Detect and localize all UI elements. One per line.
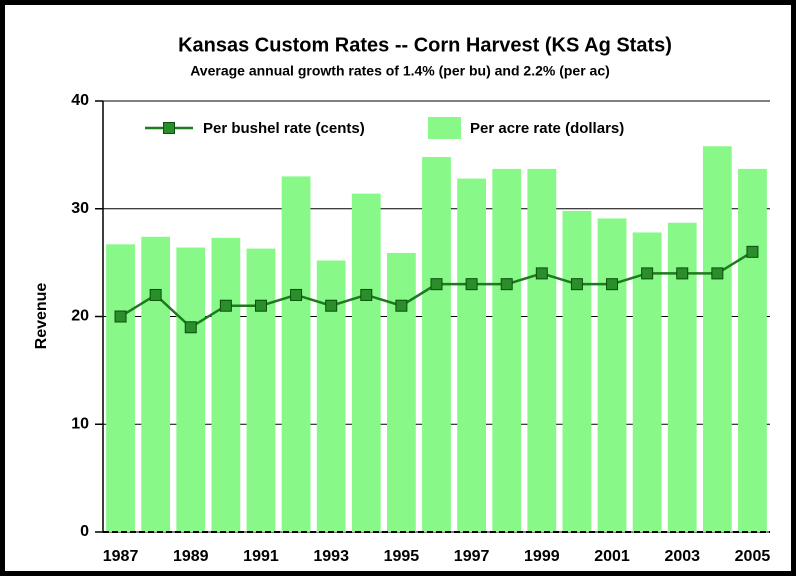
line-marker <box>676 267 689 280</box>
bar <box>738 168 767 532</box>
bar <box>351 193 381 533</box>
x-tick-label: 1997 <box>454 548 490 565</box>
legend-label: Per acre rate (dollars) <box>470 120 624 137</box>
line-marker <box>290 288 303 301</box>
x-tick-label: 2005 <box>735 548 771 565</box>
line-marker <box>184 321 197 334</box>
line-marker <box>641 267 654 280</box>
y-tick-label: 30 <box>71 200 89 217</box>
line-marker <box>465 278 478 291</box>
x-tick-label: 1989 <box>173 548 209 565</box>
line-marker <box>360 288 373 301</box>
legend-swatch <box>428 117 461 139</box>
bar <box>527 168 557 532</box>
bar <box>246 248 276 532</box>
line-marker <box>746 245 759 258</box>
x-tick-label: 1999 <box>524 548 560 565</box>
x-tick-label: 2001 <box>594 548 630 565</box>
bar <box>492 168 522 532</box>
bar <box>632 232 662 532</box>
line-marker <box>395 299 408 312</box>
y-axis-label: Revenue <box>33 283 50 350</box>
line-marker <box>219 299 232 312</box>
bar <box>597 218 627 532</box>
x-tick-label: 2003 <box>664 548 700 565</box>
x-tick-label: 1995 <box>384 548 420 565</box>
line-marker <box>570 278 583 291</box>
line-marker <box>149 288 162 301</box>
y-tick-label: 40 <box>71 92 89 109</box>
bar <box>281 176 311 533</box>
line-marker <box>114 310 127 323</box>
x-tick-label: 1991 <box>243 548 279 565</box>
line-marker <box>606 278 619 291</box>
line-marker <box>535 267 548 280</box>
y-tick-label: 20 <box>71 308 89 325</box>
bar <box>562 210 592 532</box>
line-marker <box>500 278 513 291</box>
legend-marker <box>163 122 175 134</box>
x-tick-label: 1987 <box>103 548 139 565</box>
chart-title: Kansas Custom Rates -- Corn Harvest (KS … <box>178 34 672 56</box>
bar <box>176 247 206 533</box>
line-marker <box>711 267 724 280</box>
line-marker <box>430 278 443 291</box>
x-tick-label: 1993 <box>313 548 349 565</box>
bar <box>422 157 451 532</box>
bar <box>387 252 416 533</box>
bar <box>211 237 241 532</box>
bar <box>702 146 732 532</box>
y-tick-label: 10 <box>71 415 89 432</box>
bar <box>141 236 171 532</box>
bar <box>106 244 135 532</box>
line-marker <box>254 299 267 312</box>
legend-label: Per bushel rate (cents) <box>203 120 365 137</box>
bar <box>457 178 486 532</box>
chart-subtitle: Average annual growth rates of 1.4% (per… <box>190 63 610 79</box>
line-marker <box>325 299 338 312</box>
y-tick-label: 0 <box>80 523 89 540</box>
